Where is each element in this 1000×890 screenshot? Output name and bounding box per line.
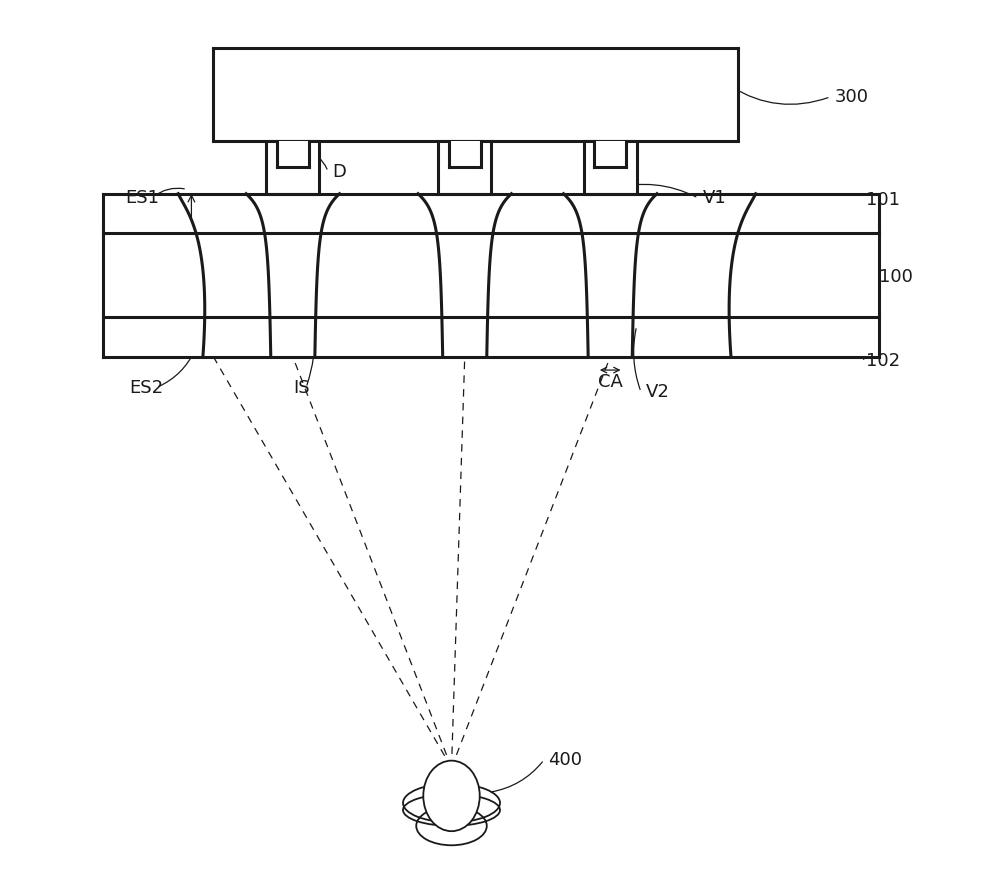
Ellipse shape	[416, 806, 487, 846]
Text: 101: 101	[866, 190, 900, 209]
Text: ES1: ES1	[125, 190, 159, 207]
Text: V1: V1	[703, 190, 727, 207]
Text: ES2: ES2	[130, 378, 164, 397]
Polygon shape	[729, 194, 879, 357]
Bar	[213, 48, 738, 141]
Polygon shape	[563, 194, 657, 357]
Polygon shape	[103, 194, 205, 357]
Text: V2: V2	[645, 383, 669, 401]
Bar	[103, 194, 879, 233]
Bar	[584, 141, 637, 194]
Bar	[756, 194, 879, 357]
Text: CA: CA	[598, 373, 623, 391]
Bar	[277, 141, 309, 167]
Text: 300: 300	[835, 88, 869, 106]
Text: IS: IS	[293, 378, 309, 397]
Bar	[266, 141, 319, 194]
Text: 102: 102	[866, 352, 900, 370]
Bar	[594, 141, 626, 167]
Text: D: D	[332, 163, 346, 181]
Polygon shape	[246, 194, 340, 357]
Polygon shape	[418, 194, 511, 357]
Bar	[103, 194, 178, 357]
Text: 400: 400	[548, 751, 582, 769]
Bar	[449, 141, 481, 167]
Bar	[438, 141, 491, 194]
Text: 100: 100	[879, 269, 913, 287]
Bar	[103, 317, 879, 357]
Ellipse shape	[423, 761, 480, 831]
